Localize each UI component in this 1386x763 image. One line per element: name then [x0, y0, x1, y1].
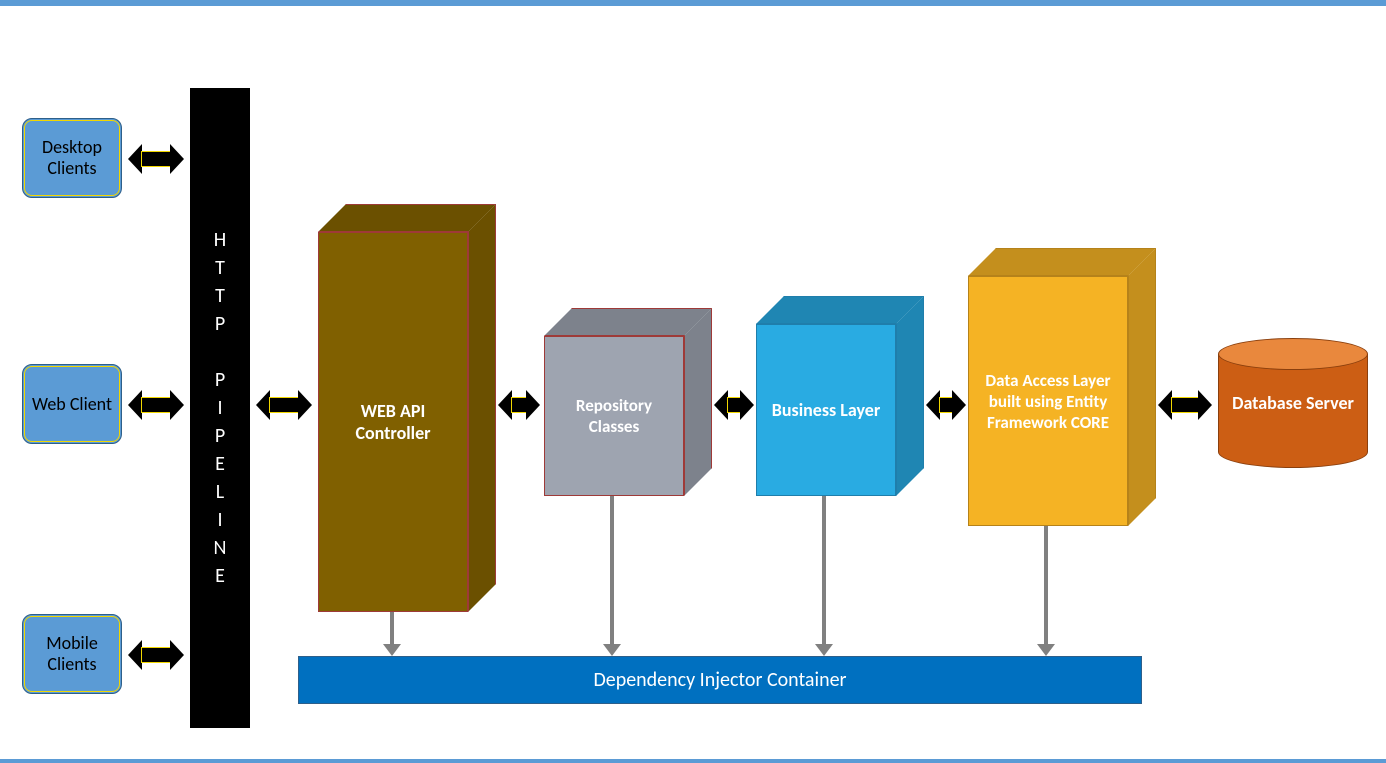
arrow-head-right-icon — [740, 390, 754, 420]
database-cylinder: Database Server — [1218, 338, 1368, 468]
arrow-head-left-icon — [256, 390, 270, 420]
arrow-v-webapi — [390, 612, 394, 646]
block-repository-side — [684, 308, 712, 496]
block-business-layer-side — [896, 296, 924, 496]
arrow-shaft — [728, 398, 740, 412]
arrow-shaft — [270, 398, 298, 412]
arrow-h-pipeline — [256, 390, 312, 420]
arrow-shaft — [1172, 398, 1198, 412]
client-web: Web Client — [22, 364, 122, 444]
arrow-h-mobile — [128, 640, 184, 670]
block-business-layer: Business Layer — [756, 296, 924, 496]
block-webapi: WEB API Controller — [318, 204, 496, 612]
http-pipeline: H T T P P I P E L I N E — [190, 88, 250, 728]
arrow-head-right-icon — [170, 390, 184, 420]
arrow-head-right-icon — [526, 390, 540, 420]
block-webapi-side — [468, 204, 496, 612]
arrow-head-left-icon — [128, 640, 142, 670]
arrow-head-left-icon — [128, 144, 142, 174]
block-business-layer-top — [756, 296, 924, 324]
block-data-access-layer-front: Data Access Layer built using Entity Fra… — [968, 276, 1128, 526]
block-data-access-layer: Data Access Layer built using Entity Fra… — [968, 248, 1156, 526]
http-pipeline-label: H T T P P I P E L I N E — [214, 226, 227, 590]
dependency-injector-container: Dependency Injector Container — [298, 656, 1142, 704]
arrow-h-webapi — [498, 390, 540, 420]
arrow-head-left-icon — [498, 390, 512, 420]
arrow-shaft — [142, 648, 170, 662]
arrow-shaft — [512, 398, 526, 412]
block-data-access-layer-side — [1128, 248, 1156, 526]
block-repository-top — [544, 308, 712, 336]
block-webapi-front: WEB API Controller — [318, 232, 468, 612]
arrow-head-right-icon — [952, 390, 966, 420]
arrow-h-dal — [1158, 390, 1212, 420]
arrow-head-left-icon — [926, 390, 940, 420]
arrow-v-repo — [610, 496, 614, 646]
diagram-canvas: © DotNetCurry Desktop Clients Web Client… — [0, 0, 1386, 763]
arrow-head-right-icon — [298, 390, 312, 420]
arrow-head-right-icon — [170, 144, 184, 174]
block-webapi-top — [318, 204, 496, 232]
client-desktop: Desktop Clients — [22, 118, 122, 198]
block-business-layer-front: Business Layer — [756, 324, 896, 496]
block-repository-front: Repository Classes — [544, 336, 684, 496]
database-top — [1218, 338, 1368, 370]
arrow-head-left-icon — [1158, 390, 1172, 420]
arrow-h-web — [128, 390, 184, 420]
block-repository: Repository Classes — [544, 308, 712, 496]
arrow-head-left-icon — [714, 390, 728, 420]
block-data-access-layer-top — [968, 248, 1156, 276]
arrow-v-dal — [1044, 526, 1048, 646]
arrow-shaft — [940, 398, 952, 412]
arrow-v-biz — [822, 496, 826, 646]
arrow-h-desktop — [128, 144, 184, 174]
client-mobile: Mobile Clients — [22, 614, 122, 694]
arrow-h-biz — [926, 390, 966, 420]
arrow-head-right-icon — [170, 640, 184, 670]
arrow-h-repo — [714, 390, 754, 420]
arrow-head-right-icon — [1198, 390, 1212, 420]
arrow-head-left-icon — [128, 390, 142, 420]
arrow-shaft — [142, 398, 170, 412]
arrow-shaft — [142, 152, 170, 166]
